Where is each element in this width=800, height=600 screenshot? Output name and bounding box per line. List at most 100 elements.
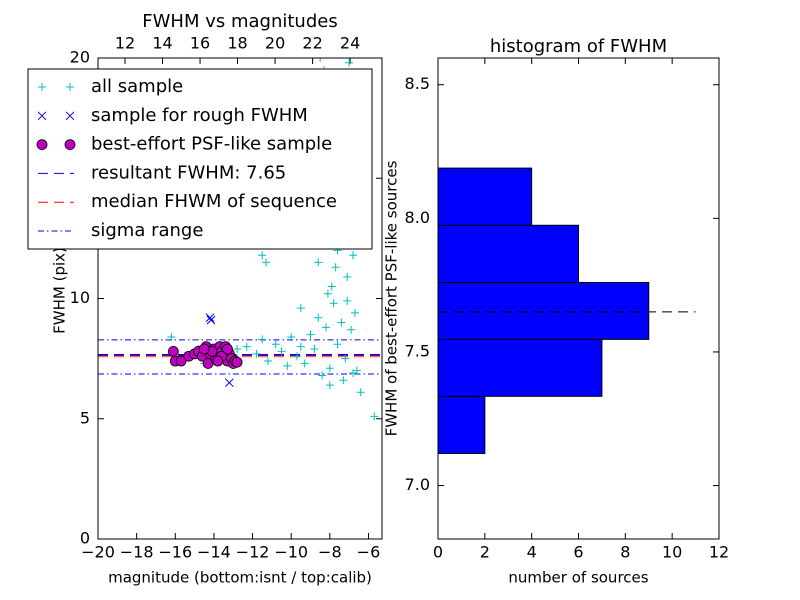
x2-tick-label: 16: [190, 34, 210, 53]
plus-marker: [318, 371, 327, 380]
plus-marker: [331, 263, 340, 272]
plus-marker: [370, 412, 379, 421]
plus-marker: [296, 304, 305, 313]
plus-marker: [341, 354, 350, 363]
x-tick-label: −14: [197, 543, 231, 562]
y-tick-label: 10: [70, 288, 90, 307]
circle-marker: [222, 343, 233, 355]
plus-marker: [314, 258, 323, 267]
x-tick-label: 2: [480, 543, 490, 562]
x-marker: [225, 378, 234, 388]
x-tick-label: −16: [158, 543, 192, 562]
circle-marker: [167, 346, 179, 357]
x2-tick-label: 24: [340, 34, 360, 53]
legend: all sample sample for rough FWHM best-effo…: [27, 68, 373, 250]
plus-marker: [167, 332, 176, 341]
plus-marker: [271, 340, 280, 349]
circle-marker: [198, 343, 210, 355]
x2-tick-label: 18: [227, 34, 247, 53]
plus-marker: [258, 335, 267, 344]
legend-label: best-effort PSF-like sample: [91, 134, 332, 155]
y-axis-label: FWHM of best-effort PSF-like sources: [383, 160, 401, 436]
x-tick-label: 8: [620, 543, 630, 562]
plus-marker: [264, 357, 273, 366]
plus-marker: [327, 282, 336, 291]
circle-marker: [36, 139, 48, 151]
circle-marker: [175, 355, 187, 367]
x-tick-label: −12: [236, 543, 270, 562]
x-tick-label: −10: [274, 543, 308, 562]
plus-marker: [345, 58, 354, 67]
plus-marker: [323, 289, 332, 298]
axes-frame: [437, 57, 720, 540]
plus-marker: [283, 361, 292, 370]
plus-marker: [66, 83, 74, 91]
plus-marker: [325, 381, 334, 390]
plus-marker: [350, 308, 359, 317]
x-marker: [205, 313, 215, 323]
legend-label: sigma range: [91, 220, 203, 241]
x-marker: [206, 315, 216, 325]
legend-label: all sample: [91, 76, 183, 97]
plus-marker: [356, 388, 365, 397]
plus-marker: [242, 342, 251, 351]
plus-marker: [329, 299, 338, 308]
histogram-bar: [437, 338, 603, 397]
x-axis-label: magnitude (bottom:isnt / top:calib): [108, 569, 372, 587]
plus-marker: [321, 323, 330, 332]
legend-label: sample for rough FWHM: [91, 105, 308, 126]
plus-marker: [349, 369, 358, 378]
histogram-bar: [437, 224, 579, 283]
legend-label: median FHWM of sequence: [91, 191, 337, 212]
circle-marker: [64, 139, 76, 151]
x2-tick-label: 22: [302, 34, 322, 53]
x2-tick-label: 14: [152, 34, 172, 53]
y-tick-label: 8.5: [405, 74, 430, 93]
x-tick-label: 10: [662, 543, 682, 562]
plus-marker: [316, 58, 325, 62]
plus-marker: [337, 318, 346, 327]
plus-marker: [296, 342, 305, 351]
y-tick-label: 0: [80, 529, 90, 548]
x2-tick-label: 20: [265, 34, 285, 53]
plus-marker: [258, 251, 267, 260]
plus-marker: [233, 345, 242, 354]
plus-marker: [38, 83, 46, 91]
x-tick-label: −8: [318, 543, 342, 562]
x-tick-label: −20: [81, 543, 115, 562]
circle-marker: [212, 355, 224, 367]
histogram-bar: [437, 281, 650, 340]
circle-marker: [231, 356, 243, 368]
plus-marker: [325, 364, 334, 373]
x-tick-label: 12: [709, 543, 729, 562]
plus-marker: [252, 349, 261, 358]
x2-tick-label: 12: [115, 34, 135, 53]
plus-marker: [339, 376, 348, 385]
plus-marker: [277, 347, 286, 356]
plus-marker: [306, 330, 315, 339]
plus-marker: [333, 340, 342, 349]
x-tick-label: 0: [433, 543, 443, 562]
plus-marker: [343, 296, 352, 305]
plus-marker: [262, 258, 271, 267]
plus-marker: [292, 352, 301, 361]
plus-marker: [349, 251, 358, 260]
chart-title: histogram of FWHM: [490, 36, 667, 57]
plus-marker: [310, 345, 319, 354]
y-tick-label: 7.0: [405, 475, 430, 494]
y-tick-label: 7.5: [405, 341, 430, 360]
y-axis-label: FWHM (pix): [51, 247, 69, 334]
x-axis-label: number of sources: [508, 569, 648, 587]
axes-frame: [97, 57, 383, 540]
histogram-bar: [437, 395, 486, 454]
plus-marker: [343, 272, 352, 281]
plus-marker: [314, 313, 323, 322]
chart-title: FWHM vs magnitudes: [142, 11, 337, 32]
y-tick-label: 8.0: [405, 208, 430, 227]
x-marker: [65, 111, 75, 121]
plus-marker: [300, 359, 309, 368]
histogram-bar: [437, 167, 533, 226]
legend-label: resultant FWHM: 7.65: [91, 162, 286, 183]
x-marker: [37, 111, 47, 121]
